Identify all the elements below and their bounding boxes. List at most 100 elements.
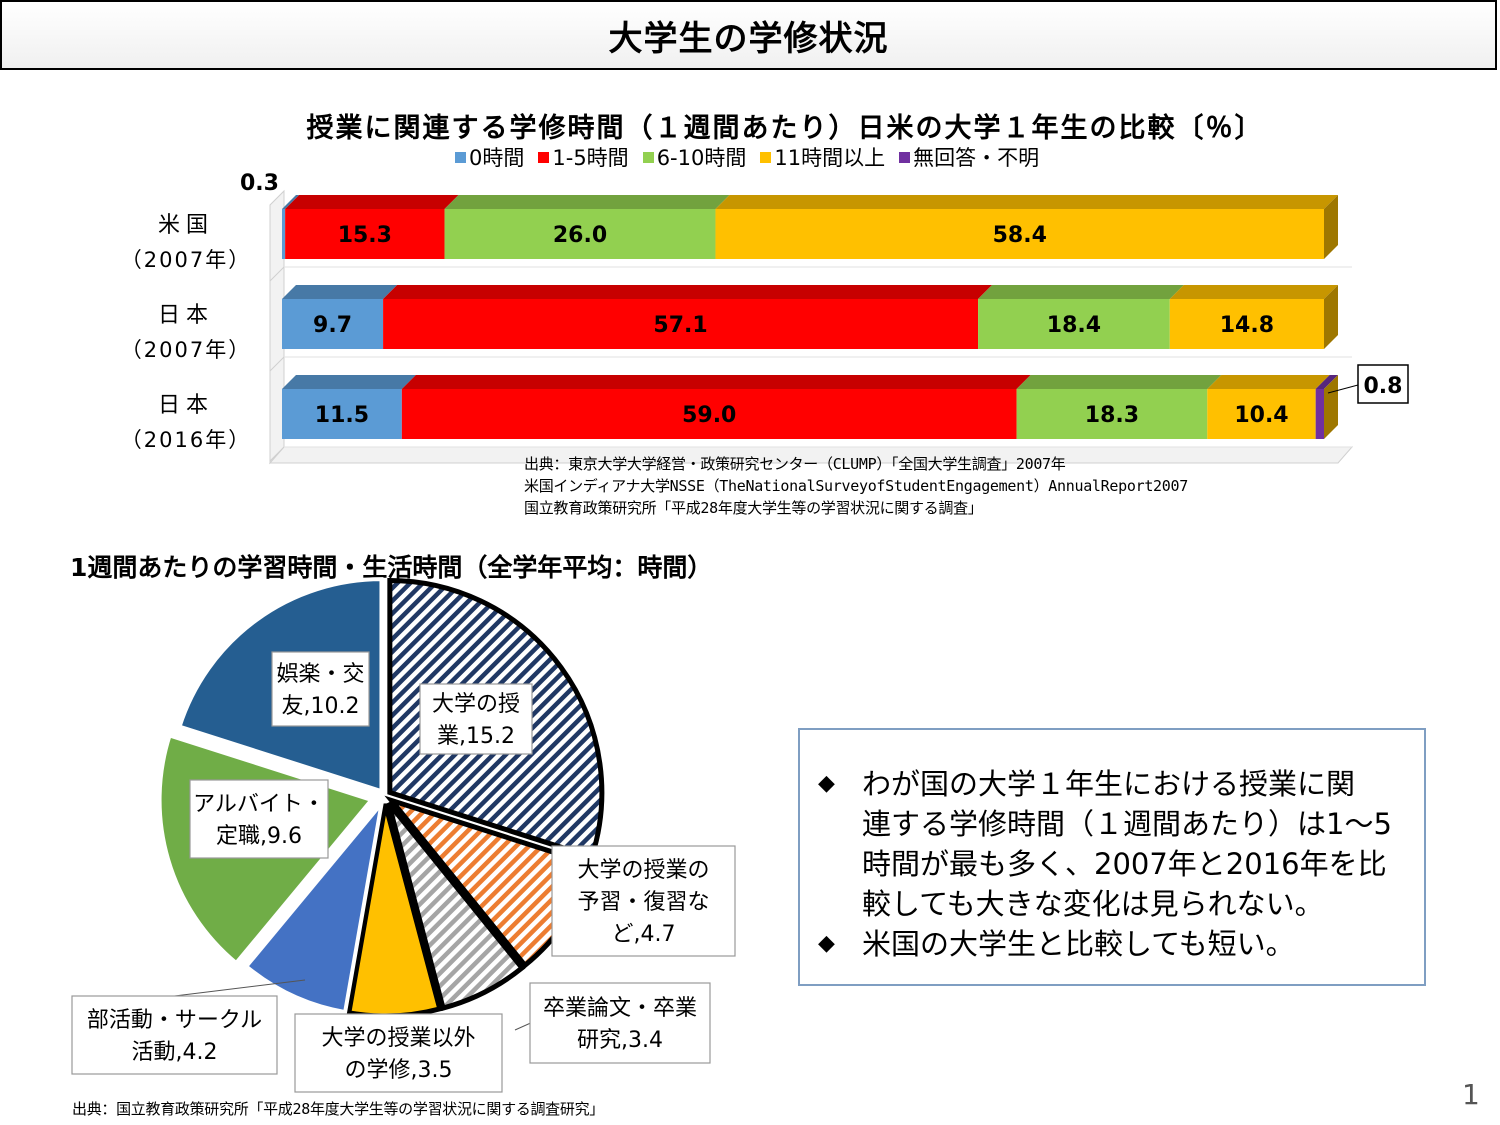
source-line: 米国インディアナ大学NSSE（TheNationalSurveyofStuden… — [524, 477, 1188, 495]
callout-leader-line — [1327, 384, 1359, 394]
legend-item: 6-10時間 — [642, 142, 747, 172]
legend-swatch — [760, 151, 772, 163]
pie-label: 活動,4.2 — [132, 1040, 218, 1065]
note-text: わが国の大学１年生における授業に関 連する学修時間（１週間あたり）は1～5 時間… — [862, 764, 1392, 924]
data-label: 9.7 — [313, 313, 352, 338]
source-line: 国立教育政策研究所「平成28年度大学生等の学習状況に関する調査」 — [524, 499, 983, 517]
bar-segment — [444, 209, 716, 259]
pie-label: 予習・復習な — [577, 890, 709, 915]
legend-item: 無回答・不明 — [899, 142, 1039, 172]
bar-chart-title: 授業に関連する学修時間（１週間あたり）日米の大学１年生の比較〔％〕 — [306, 113, 1264, 144]
data-label: 59.0 — [682, 403, 736, 428]
bar-segment — [383, 299, 979, 349]
legend-swatch — [899, 151, 911, 163]
category-label: （2007年） — [121, 248, 251, 272]
category-label: （2007年） — [121, 338, 251, 362]
pie-chart-title: 1週間あたりの学習時間・生活時間（全学年平均：時間） — [70, 553, 713, 582]
bar-segment-top — [715, 195, 1338, 209]
data-label-callout: 0.3 — [240, 171, 279, 196]
pie-label: 大学の授業以外 — [321, 1026, 475, 1051]
plot-side-wall — [269, 189, 285, 465]
data-label: 15.3 — [338, 223, 392, 248]
legend-label: 0時間 — [469, 146, 525, 170]
pie-slice — [243, 796, 385, 1015]
bar-segment — [978, 299, 1170, 349]
pie-label: 友,10.2 — [282, 694, 360, 719]
data-label: 26.0 — [553, 223, 607, 248]
legend-item: 1-5時間 — [538, 142, 629, 172]
bar-chart-legend: 0時間 1-5時間 6-10時間 11時間以上 無回答・不明 — [455, 144, 1039, 170]
bar-segment-top — [282, 285, 398, 299]
legend-swatch — [642, 151, 654, 163]
note-line: 較しても大きな変化は見られない。 — [862, 887, 1324, 921]
category-label: （2016年） — [121, 428, 251, 452]
data-label: 14.8 — [1220, 313, 1274, 338]
bar-segment — [715, 209, 1324, 259]
bar-chart-source: 出典：東京大学大学経営・政策研究センター（CLUMP）「全国大学生調査」2007… — [524, 453, 1188, 519]
bar-segment-top — [285, 195, 459, 209]
pie-label: ど,4.7 — [612, 922, 676, 947]
pie-label: 娯楽・交 — [276, 662, 364, 687]
bar-segment-top — [383, 285, 993, 299]
category-label: 米国 — [158, 213, 214, 238]
pie-slice — [386, 801, 526, 1012]
summary-note-box: ◆ わが国の大学１年生における授業に関 連する学修時間（１週間あたり）は1～5 … — [798, 728, 1426, 986]
bar-segment — [282, 209, 286, 259]
legend-swatch — [455, 151, 466, 163]
legend-label: 1-5時間 — [552, 146, 629, 170]
bar-segment — [1315, 389, 1324, 439]
gridline — [269, 356, 285, 372]
legend-swatch — [538, 151, 550, 163]
pie-label-box — [71, 995, 278, 1075]
pie-label: 部活動・サークル — [87, 1008, 262, 1033]
note-item: ◆ 米国の大学生と比較しても短い。 — [818, 924, 1410, 964]
bar-segment-top — [401, 375, 1031, 389]
pie-label: 定職,9.6 — [216, 824, 302, 849]
gridline — [269, 266, 285, 282]
bar-end-face — [1324, 195, 1338, 259]
data-label: 10.4 — [1234, 403, 1288, 428]
bar-segment — [282, 389, 402, 439]
legend-item: 11時間以上 — [760, 142, 885, 172]
note-line: 米国の大学生と比較しても短い。 — [862, 927, 1295, 961]
legend-label: 6-10時間 — [656, 146, 747, 170]
title-bar: 大学生の学修状況 — [0, 0, 1497, 70]
pie-label-box — [294, 1013, 503, 1093]
category-label: 日本 — [158, 303, 214, 328]
pie-label-box — [271, 651, 370, 727]
bar-segment-top — [978, 285, 1184, 299]
data-label: 57.1 — [653, 313, 707, 338]
bar-segment-top — [1315, 375, 1338, 389]
bar-segment-top — [1207, 375, 1330, 389]
pie-label-box — [551, 845, 736, 957]
pie-label: アルバイト・ — [193, 792, 325, 817]
diamond-bullet-icon: ◆ — [818, 771, 835, 796]
pie-label: の学修,3.5 — [345, 1058, 453, 1083]
data-label-callout: 0.8 — [1364, 374, 1403, 399]
pie-label-box — [529, 982, 711, 1064]
category-label: 日本 — [158, 393, 214, 418]
pie-label: 業,15.2 — [437, 724, 515, 749]
note-line: わが国の大学１年生における授業に関 — [862, 767, 1356, 801]
legend-item: 0時間 — [455, 142, 524, 172]
bar-segment — [1207, 389, 1316, 439]
bar-segment — [285, 209, 445, 259]
data-label: 18.4 — [1047, 313, 1101, 338]
bar-segment — [401, 389, 1017, 439]
note-line: 連する学修時間（１週間あたり）は1～5 — [862, 807, 1392, 841]
source-line: 出典：東京大学大学経営・政策研究センター（CLUMP）「全国大学生調査」2007… — [524, 455, 1066, 473]
bar-segment — [282, 299, 384, 349]
gridline — [269, 446, 285, 462]
note-line: 時間が最も多く、2007年と2016年を比 — [862, 847, 1387, 881]
data-label: 11.5 — [315, 403, 369, 428]
pie-label: 卒業論文・卒業 — [543, 996, 697, 1021]
bar-segment — [1016, 389, 1208, 439]
bar-segment — [1169, 299, 1324, 349]
legend-label: 無回答・不明 — [913, 146, 1040, 170]
pie-label-box — [189, 779, 329, 859]
bar-segment-top — [1016, 375, 1222, 389]
pie-leader-line — [174, 979, 306, 997]
pie-label: 大学の授 — [432, 692, 520, 717]
bar-segment-top — [1169, 285, 1338, 299]
bar-end-face — [1324, 285, 1338, 349]
